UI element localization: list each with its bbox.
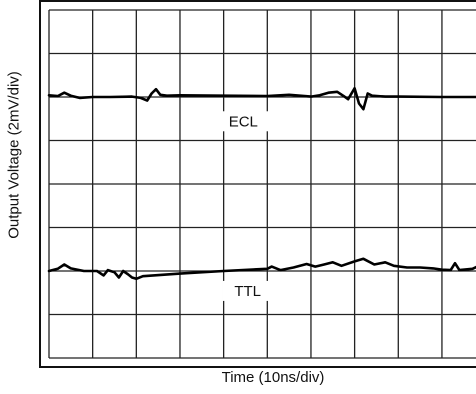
- trace-label-ttl: TTL: [234, 283, 261, 300]
- trace-ttl: [47, 257, 476, 281]
- trace-label-background: [222, 280, 273, 301]
- plot-grid: [39, 0, 476, 368]
- y-axis-label-text: Output Voltage (2mV/div): [5, 71, 23, 239]
- scope-bezel: [39, 0, 476, 368]
- trace-labels: ECL TTL: [218, 111, 273, 301]
- trace-label-background: [218, 111, 269, 132]
- waveform-traces: [47, 87, 476, 281]
- x-axis-label: Time (10ns/div): [221, 369, 325, 386]
- trace-label-ecl: ECL: [229, 113, 258, 130]
- trace-ecl: [47, 87, 476, 111]
